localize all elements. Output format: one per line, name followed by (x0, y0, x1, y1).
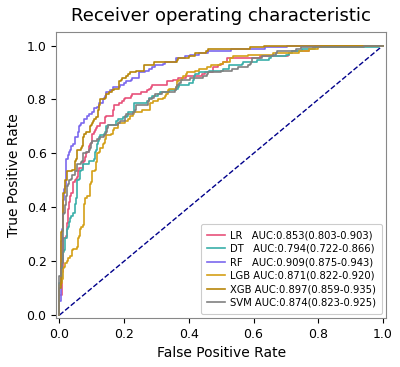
DT   AUC:0.794(0.722-0.866) (136, 101, 140, 105)
LGB AUC:0.871(0.822-0.920) (127, 115, 132, 120)
LGB AUC:0.871(0.822-0.920) (140, 108, 145, 112)
XGB AUC:0.897(0.859-0.935) (121, 76, 126, 80)
XGB AUC:0.897(0.859-0.935) (380, 43, 385, 48)
XGB AUC:0.897(0.859-0.935) (57, 313, 62, 317)
SVM AUC:0.874(0.823-0.925) (361, 43, 366, 48)
LR   AUC:0.853(0.803-0.903) (380, 43, 385, 48)
LR   AUC:0.853(0.803-0.903) (107, 113, 112, 118)
LGB AUC:0.871(0.822-0.920) (308, 47, 313, 51)
DT   AUC:0.794(0.722-0.866) (112, 123, 117, 127)
DT   AUC:0.794(0.722-0.866) (376, 43, 381, 48)
SVM AUC:0.874(0.823-0.925) (112, 123, 117, 127)
LR   AUC:0.853(0.803-0.903) (130, 92, 135, 96)
XGB AUC:0.897(0.859-0.935) (111, 88, 116, 92)
LGB AUC:0.871(0.822-0.920) (270, 51, 275, 55)
DT   AUC:0.794(0.722-0.866) (273, 54, 278, 58)
XGB AUC:0.897(0.859-0.935) (307, 43, 312, 48)
LR   AUC:0.853(0.803-0.903) (273, 54, 278, 58)
Title: Receiver operating characteristic: Receiver operating characteristic (71, 7, 371, 25)
SVM AUC:0.874(0.823-0.925) (125, 112, 130, 116)
Legend: LR   AUC:0.853(0.803-0.903), DT   AUC:0.794(0.722-0.866), RF   AUC:0.909(0.875-0: LR AUC:0.853(0.803-0.903), DT AUC:0.794(… (201, 224, 382, 314)
LGB AUC:0.871(0.822-0.920) (380, 43, 385, 48)
LR   AUC:0.853(0.803-0.903) (57, 313, 62, 317)
Line: RF   AUC:0.909(0.875-0.943): RF AUC:0.909(0.875-0.943) (60, 46, 383, 315)
RF   AUC:0.909(0.875-0.943) (57, 313, 62, 317)
RF   AUC:0.909(0.875-0.943) (124, 81, 129, 86)
RF   AUC:0.909(0.875-0.943) (267, 45, 272, 50)
LR   AUC:0.853(0.803-0.903) (265, 54, 270, 58)
Line: LGB AUC:0.871(0.822-0.920): LGB AUC:0.871(0.822-0.920) (60, 46, 383, 315)
SVM AUC:0.874(0.823-0.925) (307, 45, 312, 50)
SVM AUC:0.874(0.823-0.925) (137, 103, 142, 107)
RF   AUC:0.909(0.875-0.943) (284, 43, 289, 48)
RF   AUC:0.909(0.875-0.943) (99, 101, 104, 105)
XGB AUC:0.897(0.859-0.935) (267, 43, 272, 48)
LR   AUC:0.853(0.803-0.903) (312, 43, 317, 48)
DT   AUC:0.794(0.722-0.866) (380, 43, 385, 48)
X-axis label: False Positive Rate: False Positive Rate (157, 346, 286, 360)
LR   AUC:0.853(0.803-0.903) (308, 47, 313, 51)
LGB AUC:0.871(0.822-0.920) (114, 126, 119, 130)
Y-axis label: True Positive Rate: True Positive Rate (7, 113, 21, 237)
Line: XGB AUC:0.897(0.859-0.935): XGB AUC:0.897(0.859-0.935) (60, 46, 383, 315)
XGB AUC:0.897(0.859-0.935) (260, 45, 264, 50)
XGB AUC:0.897(0.859-0.935) (262, 43, 267, 48)
Line: SVM AUC:0.874(0.823-0.925): SVM AUC:0.874(0.823-0.925) (60, 46, 383, 315)
RF   AUC:0.909(0.875-0.943) (307, 43, 312, 48)
LR   AUC:0.853(0.803-0.903) (118, 101, 123, 105)
SVM AUC:0.874(0.823-0.925) (380, 43, 385, 48)
Line: LR   AUC:0.853(0.803-0.903): LR AUC:0.853(0.803-0.903) (60, 46, 383, 315)
SVM AUC:0.874(0.823-0.925) (272, 52, 276, 57)
LGB AUC:0.871(0.822-0.920) (264, 52, 269, 57)
SVM AUC:0.874(0.823-0.925) (57, 313, 62, 317)
LGB AUC:0.871(0.822-0.920) (319, 43, 324, 48)
LGB AUC:0.871(0.822-0.920) (57, 313, 62, 317)
RF   AUC:0.909(0.875-0.943) (261, 47, 266, 51)
DT   AUC:0.794(0.722-0.866) (126, 113, 131, 118)
DT   AUC:0.794(0.722-0.866) (266, 56, 271, 60)
Line: DT   AUC:0.794(0.722-0.866): DT AUC:0.794(0.722-0.866) (60, 46, 383, 315)
RF   AUC:0.909(0.875-0.943) (111, 88, 116, 92)
RF   AUC:0.909(0.875-0.943) (380, 43, 385, 48)
XGB AUC:0.897(0.859-0.935) (98, 99, 103, 103)
DT   AUC:0.794(0.722-0.866) (57, 313, 62, 317)
SVM AUC:0.874(0.823-0.925) (265, 54, 270, 58)
DT   AUC:0.794(0.722-0.866) (308, 47, 313, 51)
